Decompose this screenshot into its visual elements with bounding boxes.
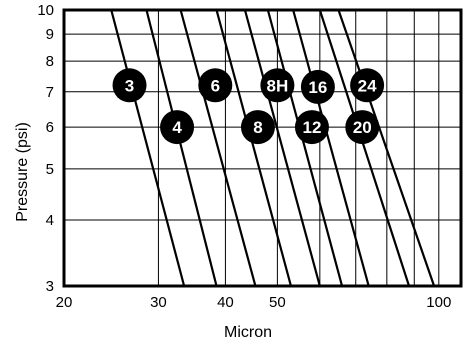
series-marker-circle <box>160 110 195 145</box>
series-line-24 <box>337 9 436 287</box>
series-line-8H <box>243 9 321 287</box>
series-marker-4: 4 <box>160 110 195 145</box>
series-label-8: 8 <box>253 118 262 137</box>
x-tick-labels: 20 30 40 50 100 <box>56 294 452 311</box>
series-marker-circle <box>240 110 275 145</box>
series-labels: 3 4 6 8 8H 12 16 20 24 <box>112 68 385 145</box>
series-line-4 <box>145 9 218 287</box>
series-line-3 <box>110 9 186 287</box>
series-marker-16: 16 <box>300 69 335 104</box>
y-tick-labels: 3 4 5 6 7 8 9 10 <box>37 2 54 295</box>
series-label-6: 6 <box>211 76 220 95</box>
series-marker-8: 8 <box>240 110 275 145</box>
x-tick-label: 100 <box>426 294 451 311</box>
series-line-20 <box>318 9 411 287</box>
series-marker-circle <box>350 68 385 103</box>
series-marker-24: 24 <box>350 68 385 103</box>
series-line-16 <box>292 9 370 287</box>
series-marker-circle <box>260 68 295 103</box>
x-tick-label: 20 <box>56 294 73 311</box>
series-label-16: 16 <box>308 78 327 97</box>
series-label-12: 12 <box>302 118 321 137</box>
x-tick-label: 50 <box>269 294 286 311</box>
grid <box>63 9 461 287</box>
y-tick-label: 8 <box>46 53 54 70</box>
series-marker-circle <box>198 68 233 103</box>
y-tick-label: 9 <box>46 26 54 43</box>
x-tick-label: 40 <box>217 294 234 311</box>
series-marker-8H: 8H <box>260 68 295 103</box>
series-marker-20: 20 <box>345 110 380 145</box>
plot-frame <box>62 8 463 288</box>
series-label-20: 20 <box>353 118 372 137</box>
series-marker-6: 6 <box>198 68 233 103</box>
y-tick-label: 5 <box>46 161 54 178</box>
series-label-8H: 8H <box>267 76 289 95</box>
series-line-8 <box>215 9 293 287</box>
series-label-4: 4 <box>172 118 182 137</box>
y-tick-label: 3 <box>46 278 54 295</box>
series-label-3: 3 <box>125 76 134 95</box>
series-marker-circle <box>345 110 380 145</box>
series-line-6 <box>179 9 257 287</box>
y-tick-label: 4 <box>46 212 54 229</box>
y-tick-label: 7 <box>46 84 54 101</box>
y-axis-title: Pressure (psi) <box>14 122 31 222</box>
series-label-24: 24 <box>358 76 377 95</box>
series-marker-circle <box>300 69 335 104</box>
y-tick-label: 10 <box>37 2 54 19</box>
series-lines <box>110 9 436 287</box>
y-tick-label: 6 <box>46 119 54 136</box>
series-line-12 <box>266 9 344 287</box>
series-marker-circle <box>112 68 147 103</box>
series-marker-3: 3 <box>112 68 147 103</box>
series-marker-12: 12 <box>294 110 329 145</box>
x-axis-title: Micron <box>224 324 272 341</box>
series-marker-circle <box>294 110 329 145</box>
x-tick-label: 30 <box>150 294 167 311</box>
